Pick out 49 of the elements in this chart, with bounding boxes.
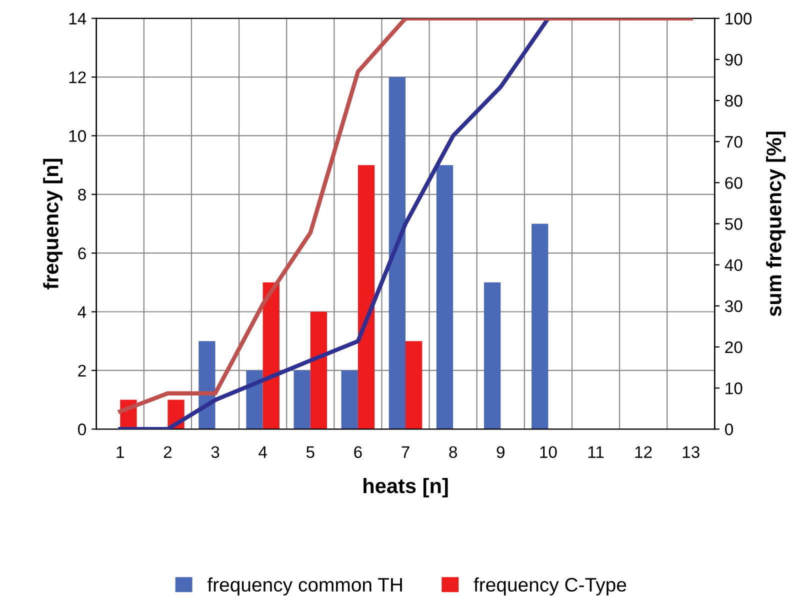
x-tick-label: 6 [354, 446, 362, 458]
bar [484, 282, 501, 430]
bar [341, 370, 358, 430]
y-tick-label: 6 [78, 247, 86, 260]
bar [246, 370, 263, 430]
x-tick-label: 4 [258, 446, 267, 458]
y-tick-label: 4 [78, 306, 86, 318]
y-tick-label: 12 [69, 71, 86, 84]
y-tick-label: 14 [69, 12, 86, 24]
y-tick-label: 0 [78, 424, 86, 436]
bar [262, 282, 280, 430]
bar [310, 312, 328, 430]
y-tick-label: 2 [78, 364, 86, 376]
bar [388, 77, 406, 430]
x-tick-label: 2 [164, 446, 172, 458]
x-tick-label: 9 [496, 446, 504, 458]
y2-tick-label: 100 [726, 12, 752, 25]
bar [406, 341, 422, 430]
y2-tick-label: 0 [725, 424, 734, 436]
x-tick-label: 5 [306, 446, 314, 458]
y2-tick-label: 40 [724, 259, 742, 272]
bar [294, 370, 310, 430]
x-tick-label: 12 [635, 446, 652, 458]
y-tick-label: 8 [78, 188, 86, 201]
y2-tick-label: 30 [725, 300, 742, 312]
line-series [118, 18, 550, 430]
x-tick-label: 3 [211, 446, 220, 458]
x-tick-label: 11 [588, 446, 604, 458]
y-tick-label: 10 [69, 130, 86, 142]
x-tick-label: 13 [682, 446, 700, 458]
y2-tick-label: 90 [725, 54, 742, 66]
y2-tick-label: 80 [725, 94, 742, 107]
legend-label: frequency C-Type [474, 577, 626, 596]
x-tick-label: 1 [116, 446, 124, 458]
bar [436, 165, 454, 430]
y2-tick-label: 50 [725, 218, 742, 230]
x-tick-label: 8 [449, 446, 457, 458]
bar [532, 224, 548, 430]
x-tick-label: 7 [402, 446, 410, 458]
x-tick-label: 10 [540, 446, 557, 458]
legend-label: frequency common TH [207, 577, 402, 596]
y2-tick-label: 20 [725, 341, 742, 354]
y2-axis-title: sum frequency [%] [766, 132, 786, 316]
y2-tick-label: 60 [725, 177, 742, 189]
y2-tick-label: 10 [726, 382, 742, 394]
x-axis-title: heats [n] [364, 478, 448, 498]
y2-tick-label: 70 [725, 136, 742, 148]
bar [358, 165, 375, 430]
y-axis-title: frequency [n] [43, 158, 63, 290]
